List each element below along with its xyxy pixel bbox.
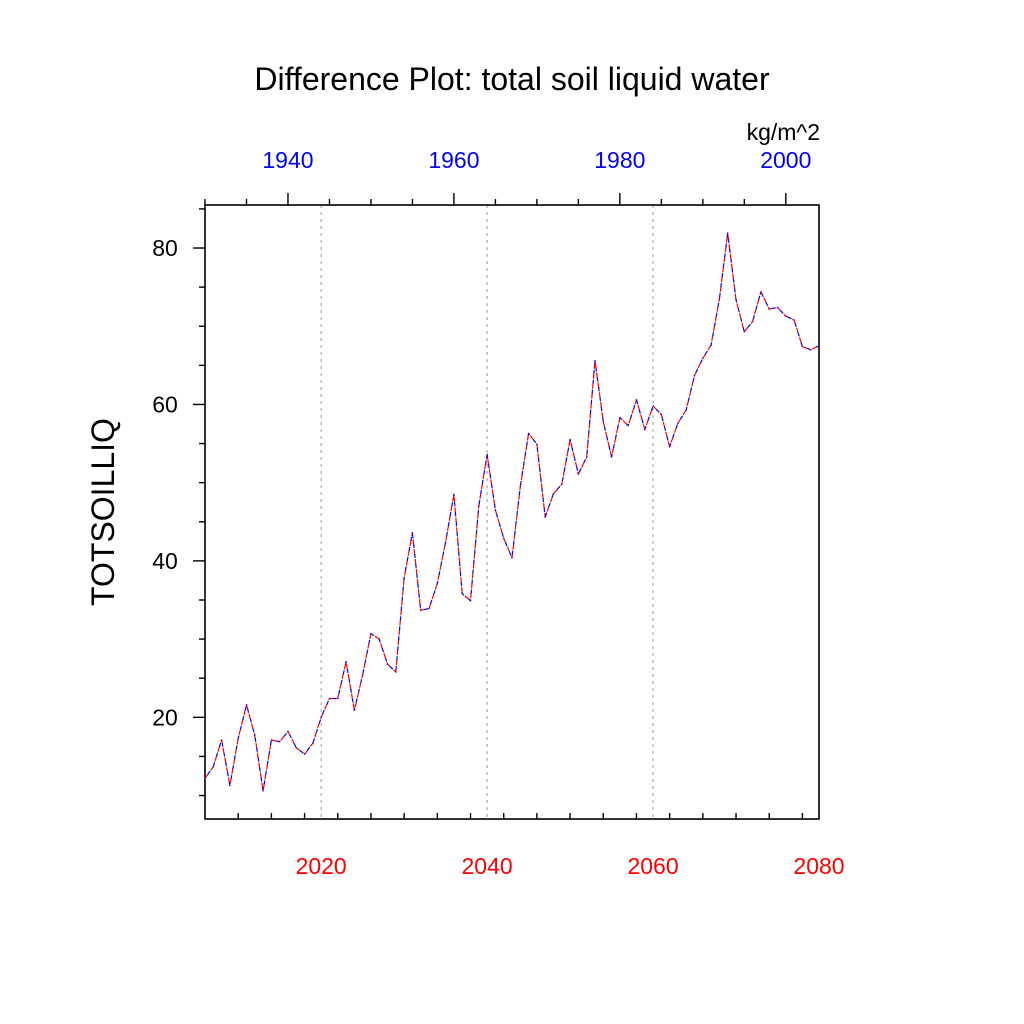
x-bottom-tick-label: 2060	[627, 853, 678, 879]
data-point	[668, 445, 671, 448]
data-point	[751, 320, 754, 323]
x-bottom-tick-label: 2020	[296, 853, 347, 879]
data-point	[627, 424, 629, 427]
data-point	[345, 661, 347, 663]
data-point	[403, 577, 405, 579]
y-axis-label: TOTSOILLIQ	[85, 418, 121, 606]
data-point	[527, 432, 530, 435]
data-point	[453, 493, 455, 496]
data-point	[577, 473, 580, 475]
data-point	[619, 416, 621, 419]
data-point	[395, 671, 397, 673]
data-point	[486, 453, 488, 456]
data-point	[652, 405, 654, 407]
data-point	[312, 742, 314, 744]
data-point	[212, 765, 215, 768]
data-point	[237, 737, 239, 740]
y-tick-label: 80	[152, 235, 178, 261]
data-point	[677, 422, 679, 425]
data-point	[552, 492, 555, 495]
data-point	[793, 319, 795, 321]
data-point	[502, 537, 505, 539]
data-point	[444, 541, 447, 543]
data-point	[254, 734, 256, 737]
data-point	[270, 739, 273, 741]
data-point	[801, 345, 804, 348]
data-point	[478, 505, 480, 507]
data-point	[519, 485, 522, 488]
data-point	[469, 600, 472, 602]
data-point	[660, 413, 663, 416]
data-point	[320, 716, 323, 719]
data-point	[287, 730, 289, 733]
x-top-tick-label: 2000	[760, 147, 811, 173]
data-point	[328, 697, 331, 700]
data-point	[353, 709, 356, 712]
data-point	[809, 348, 812, 351]
data-point	[262, 790, 264, 792]
data-point	[245, 704, 248, 706]
data-point	[461, 592, 464, 595]
data-point	[718, 298, 721, 300]
plot-frame	[204, 204, 820, 820]
data-point	[295, 747, 298, 749]
series-line-red	[204, 232, 820, 792]
data-point	[685, 409, 687, 411]
data-point	[710, 344, 712, 346]
data-point	[436, 582, 439, 585]
x-bottom-tick-label: 2080	[793, 853, 844, 879]
data-point	[370, 632, 372, 635]
data-point	[361, 674, 364, 676]
data-point	[743, 330, 746, 333]
data-point	[378, 638, 381, 640]
data-point	[544, 516, 546, 518]
data-point	[768, 308, 770, 310]
y-tick-label: 60	[152, 391, 178, 417]
data-point	[760, 291, 762, 293]
data-point	[735, 298, 737, 301]
data-point	[785, 315, 787, 317]
x-bottom-tick-label: 2040	[462, 853, 513, 879]
data-point	[776, 306, 779, 309]
data-point	[610, 456, 613, 458]
data-point	[204, 777, 206, 780]
data-point	[644, 428, 646, 431]
data-point	[585, 456, 588, 458]
y-tick-label: 40	[152, 548, 178, 574]
data-point	[693, 374, 696, 377]
data-point	[220, 739, 223, 741]
data-point	[602, 420, 605, 423]
y-tick-label: 20	[152, 704, 178, 730]
x-top-tick-label: 1960	[428, 147, 479, 173]
data-point	[411, 531, 414, 534]
data-point	[278, 740, 281, 743]
data-point	[536, 443, 538, 446]
data-point	[303, 753, 306, 755]
data-point	[569, 438, 571, 441]
data-point	[337, 697, 339, 700]
series-line-blue	[204, 232, 820, 792]
data-point	[635, 399, 638, 401]
x-top-tick-label: 1940	[262, 147, 313, 173]
data-point	[494, 509, 497, 511]
data-point	[229, 784, 231, 787]
data-point	[428, 607, 430, 610]
chart-title: Difference Plot: total soil liquid water	[254, 61, 770, 97]
units-label: kg/m^2	[747, 119, 820, 145]
x-top-tick-label: 1980	[594, 147, 645, 173]
data-point	[419, 609, 422, 611]
data-point	[386, 663, 389, 665]
data-point	[726, 232, 729, 234]
data-point	[511, 557, 513, 559]
data-point	[594, 359, 596, 362]
data-point	[702, 357, 704, 360]
data-point	[818, 345, 820, 347]
data-point	[561, 483, 563, 486]
